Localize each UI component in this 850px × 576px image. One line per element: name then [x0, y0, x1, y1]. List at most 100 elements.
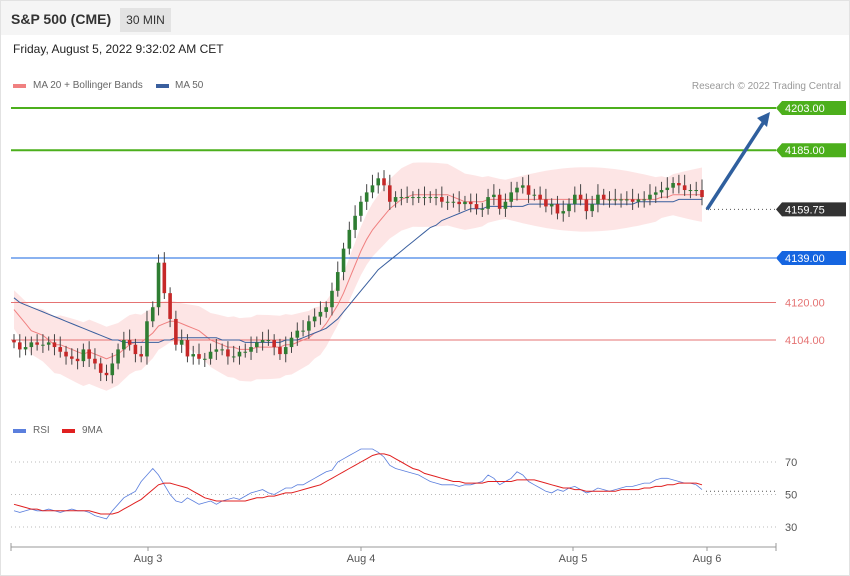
- candle-body: [625, 199, 629, 201]
- candle-body: [231, 356, 236, 358]
- copyright: Research © 2022 Trading Central: [691, 81, 841, 92]
- candle-body: [659, 190, 664, 193]
- legend-rsi-swatch: [13, 429, 26, 433]
- candle-body: [98, 363, 103, 373]
- candle-body: [75, 358, 80, 362]
- candle-body: [133, 344, 138, 355]
- level-label-3: 4139.00: [785, 253, 825, 265]
- candle-body: [399, 197, 404, 199]
- candle-body: [249, 347, 253, 352]
- candle-body: [64, 351, 68, 357]
- candle-body: [110, 363, 115, 376]
- candle-body: [46, 342, 51, 345]
- legend-ma50-label: MA 50: [175, 80, 204, 91]
- candle-body: [58, 347, 63, 352]
- candle-body: [197, 354, 201, 359]
- candle-body: [532, 194, 537, 196]
- candle-body: [347, 229, 352, 249]
- candle-body: [202, 358, 207, 360]
- candle-body: [145, 321, 149, 357]
- level-label-5: 4104.00: [785, 335, 825, 347]
- candle-body: [81, 349, 86, 362]
- candle-body: [376, 178, 381, 186]
- candle-body: [156, 262, 161, 308]
- candle-body: [578, 194, 583, 200]
- candle-body: [387, 185, 392, 202]
- chart-header: S&P 500 (CME) 30 MIN: [1, 1, 849, 35]
- level-tag-3: [776, 251, 846, 265]
- candle-body: [35, 342, 39, 345]
- candle-body: [503, 201, 508, 209]
- ma20-line: [13, 194, 702, 360]
- candle-body: [538, 194, 542, 200]
- candle-body: [289, 337, 294, 348]
- candle-body: [255, 342, 259, 348]
- candle-body: [185, 340, 190, 357]
- candle-body: [411, 197, 415, 199]
- candle-body: [596, 194, 600, 205]
- rsi-9ma-line: [13, 453, 703, 515]
- candle-body: [122, 340, 126, 350]
- candle-body: [260, 340, 265, 343]
- candle-body: [127, 340, 132, 345]
- candle-body: [463, 201, 467, 205]
- candle-body: [359, 201, 363, 216]
- candle-body: [486, 197, 490, 209]
- projection-arrow: [705, 119, 767, 211]
- candle-body: [636, 199, 641, 202]
- level-tag-0: [776, 101, 846, 115]
- candle-body: [179, 340, 184, 345]
- candle-body: [393, 197, 398, 202]
- candle-body: [480, 208, 485, 210]
- candle-body: [226, 349, 230, 357]
- candle-body: [353, 215, 357, 230]
- candle-body: [307, 321, 311, 331]
- candle-body: [191, 354, 196, 357]
- candle-body: [630, 199, 635, 202]
- candle-body: [318, 311, 323, 317]
- candle-body: [665, 187, 670, 191]
- candle-body: [335, 272, 340, 291]
- instrument-title: S&P 500 (CME): [11, 11, 112, 27]
- candle-body: [688, 190, 693, 192]
- candle-body: [445, 201, 450, 203]
- level-label-2: 4159.75: [785, 204, 825, 216]
- level-label-1: 4185.00: [785, 145, 825, 157]
- candle-body: [139, 354, 143, 357]
- candle-body: [497, 194, 502, 209]
- timeframe-button[interactable]: 30 MIN: [120, 8, 171, 32]
- candle-body: [416, 197, 421, 199]
- candle-body: [382, 178, 386, 186]
- candle-body: [590, 204, 594, 212]
- candle-body: [422, 197, 427, 199]
- candle-body: [682, 185, 687, 191]
- candle-body: [567, 204, 571, 212]
- candle-body: [457, 201, 461, 205]
- candle-body: [642, 199, 646, 201]
- timestamp: Friday, August 5, 2022 9:32:02 AM CET: [13, 42, 224, 56]
- candle-body: [29, 342, 34, 348]
- candle-body: [544, 199, 548, 207]
- candle-body: [694, 190, 699, 192]
- candle-body: [440, 197, 444, 202]
- candle-body: [561, 211, 566, 214]
- projection-arrow-head: [757, 112, 770, 127]
- candle-body: [584, 199, 589, 212]
- candle-body: [312, 316, 317, 322]
- candle-body: [648, 194, 652, 200]
- candle-body: [272, 340, 276, 348]
- x-tick-aug4: Aug 4: [346, 553, 376, 565]
- candle-body: [619, 199, 623, 201]
- candle-body: [243, 351, 248, 353]
- candle-body: [653, 192, 658, 195]
- legend-ma20-swatch: [13, 84, 26, 88]
- candle-body: [428, 197, 433, 199]
- legend-ma50-swatch: [156, 84, 169, 88]
- x-tick-aug6: Aug 6: [692, 553, 722, 565]
- candle-body: [468, 201, 473, 205]
- candle-body: [677, 183, 681, 186]
- candle-body: [104, 372, 109, 376]
- candle-body: [601, 194, 606, 200]
- candle-body: [12, 340, 16, 343]
